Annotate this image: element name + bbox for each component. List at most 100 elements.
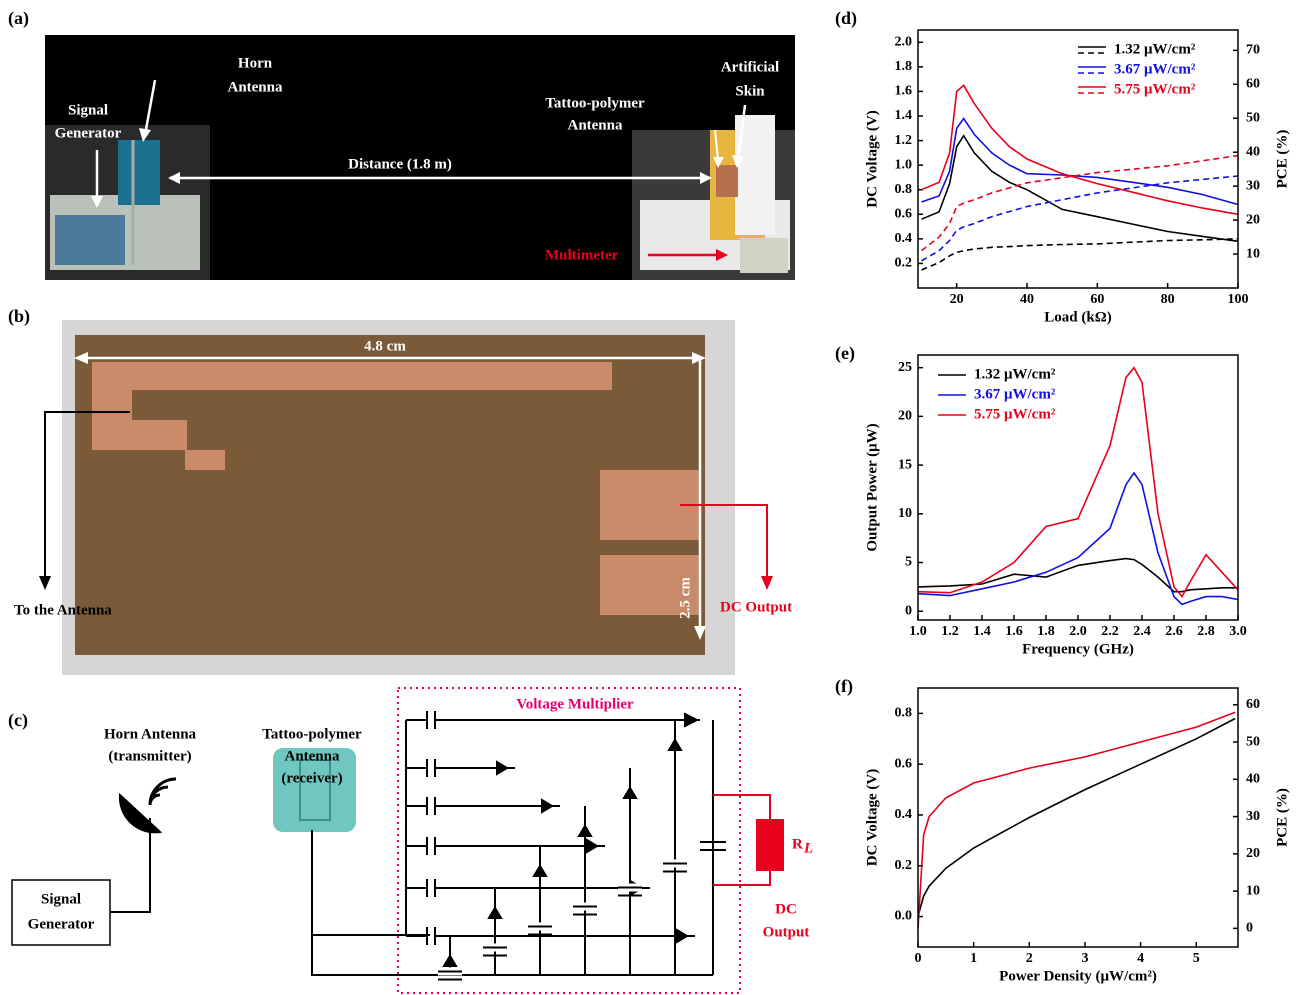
data-line (918, 368, 1238, 597)
data-line (922, 85, 1239, 214)
annotation: Tattoo-polymer (545, 95, 645, 111)
diode (497, 762, 507, 774)
y-tick-label: 1.8 (895, 59, 913, 74)
x-tick-label: 5 (1193, 951, 1200, 966)
y-tick-label: 1.6 (895, 84, 913, 99)
annotation: Horn Antenna (104, 726, 197, 742)
x-axis-label: Frequency (GHz) (1022, 641, 1134, 657)
y2-tick-label: 0 (1246, 921, 1253, 936)
y-tick-label: 0 (905, 603, 912, 618)
annotation: (transmitter) (108, 748, 191, 764)
x-tick-label: 1.2 (941, 624, 959, 639)
annotation: Output (763, 924, 810, 940)
x-tick-label: 2.2 (1101, 624, 1119, 639)
x-tick-label: 1.8 (1037, 624, 1055, 639)
annotation: 4.8 cm (364, 338, 406, 354)
y2-axis-label: PCE (%) (1274, 788, 1290, 847)
x-tick-label: 60 (1090, 292, 1104, 307)
x-tick-label: 3 (1081, 951, 1088, 966)
y2-tick-label: 10 (1246, 883, 1260, 898)
annotation: DC (775, 901, 797, 917)
x-tick-label: 100 (1228, 292, 1249, 307)
annotation: Antenna (227, 79, 283, 95)
chart: 0123450.00.20.40.60.80102030405060Power … (864, 688, 1290, 984)
y2-tick-label: 20 (1246, 846, 1260, 861)
diode (489, 908, 501, 918)
annotation: Signal (68, 102, 108, 118)
annotation: Artificial (721, 59, 779, 75)
diode (444, 956, 456, 966)
y2-tick-label: 30 (1246, 178, 1260, 193)
y-tick-label: 0.6 (895, 756, 913, 771)
diode (587, 840, 597, 852)
y-tick-label: 20 (898, 409, 912, 424)
diode (534, 866, 546, 876)
y2-tick-label: 40 (1246, 144, 1260, 159)
x-tick-label: 2 (1026, 951, 1033, 966)
panel-label: (e) (835, 343, 855, 364)
x-axis-label: Power Density (μW/cm²) (999, 968, 1157, 984)
y-tick-label: 10 (898, 506, 912, 521)
annotation: Generator (55, 125, 122, 141)
y-tick-label: 1.4 (895, 108, 913, 123)
annotation: Signal (41, 891, 81, 907)
annotation: Multimeter (545, 247, 619, 263)
x-tick-label: 40 (1020, 292, 1034, 307)
x-axis-label: Load (kΩ) (1044, 309, 1111, 325)
x-tick-label: 3.0 (1229, 624, 1247, 639)
x-tick-label: 1 (970, 951, 977, 966)
x-tick-label: 2.4 (1133, 624, 1151, 639)
plot-frame (918, 688, 1238, 947)
annotation: Voltage Multiplier (516, 696, 634, 712)
photo-b: 4.8 cm 2.5 cm To the Antenna DC Output (14, 320, 792, 675)
panel-label: (f) (835, 676, 853, 697)
x-tick-label: 2.8 (1197, 624, 1215, 639)
diode (677, 930, 687, 942)
y2-tick-label: 60 (1246, 77, 1260, 92)
photo-a: Horn Antenna Signal Generator Distance (… (45, 35, 795, 280)
x-tick-label: 2.6 (1165, 624, 1183, 639)
y-tick-label: 0.2 (895, 858, 913, 873)
diode (624, 788, 636, 798)
annotation: L (803, 840, 813, 856)
annotation: To the Antenna (14, 602, 112, 618)
y2-tick-label: 70 (1246, 43, 1260, 58)
data-line (922, 176, 1239, 261)
data-line (922, 119, 1239, 205)
annotation: Antenna (567, 117, 623, 133)
panel-label: (c) (8, 710, 28, 731)
y-tick-label: 5 (905, 555, 912, 570)
y2-tick-label: 20 (1246, 212, 1260, 227)
y2-tick-label: 30 (1246, 809, 1260, 824)
x-tick-label: 1.0 (909, 624, 927, 639)
y-tick-label: 1.0 (895, 157, 913, 172)
annotation: Horn (238, 55, 273, 71)
annotation: DC Output (720, 599, 792, 615)
legend-label: 5.75 μW/cm² (1114, 81, 1196, 97)
annotation: Generator (28, 916, 95, 932)
diode (669, 740, 681, 750)
y-axis-label: DC Voltage (V) (864, 110, 880, 208)
y-tick-label: 0.8 (895, 706, 913, 721)
y-tick-label: 0.0 (895, 909, 913, 924)
x-tick-label: 20 (950, 292, 964, 307)
legend-label: 1.32 μW/cm² (1114, 41, 1196, 57)
x-tick-label: 4 (1137, 951, 1144, 966)
legend-label: 1.32 μW/cm² (974, 366, 1056, 382)
panel-label: (a) (8, 8, 29, 29)
data-line (918, 712, 1235, 928)
y-tick-label: 0.8 (895, 182, 913, 197)
y-tick-label: 0.4 (895, 807, 913, 822)
diode (542, 800, 552, 812)
y-tick-label: 25 (898, 360, 912, 375)
y2-tick-label: 10 (1246, 246, 1260, 261)
diode (579, 826, 591, 836)
annotation: 2.5 cm (677, 577, 693, 619)
schematic-c: Horn Antenna (transmitter) Signal Genera… (12, 688, 813, 993)
y2-tick-label: 50 (1246, 734, 1260, 749)
panel-label: (b) (8, 306, 30, 327)
annotation: Antenna (284, 748, 340, 764)
data-line (918, 719, 1235, 917)
